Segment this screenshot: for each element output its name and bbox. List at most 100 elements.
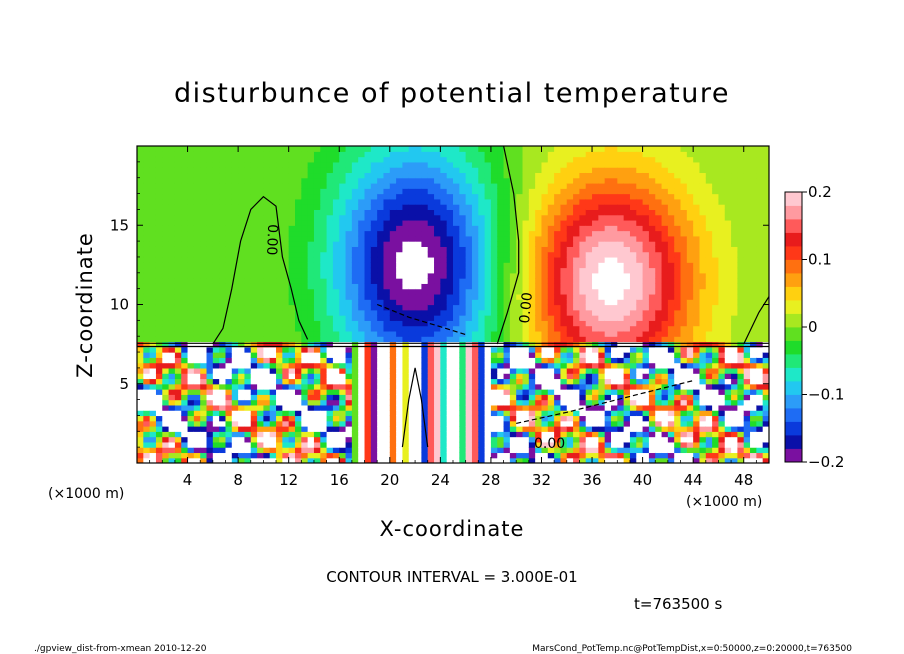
heatmap-cell bbox=[408, 394, 416, 401]
heatmap-cell bbox=[478, 177, 486, 184]
heatmap-cell bbox=[225, 362, 233, 369]
heatmap-cell bbox=[225, 378, 233, 385]
heatmap-cell bbox=[332, 161, 340, 168]
heatmap-cell bbox=[250, 447, 258, 454]
heatmap-cell bbox=[522, 426, 530, 432]
heatmap-cell bbox=[351, 230, 359, 237]
heatmap-cell bbox=[566, 357, 574, 364]
heatmap-cell bbox=[648, 214, 656, 221]
heatmap-cell bbox=[396, 293, 404, 300]
heatmap-cell bbox=[434, 330, 441, 337]
heatmap-cell bbox=[307, 219, 315, 226]
heatmap-cell bbox=[389, 436, 397, 443]
heatmap-cell bbox=[579, 420, 587, 427]
heatmap-cell bbox=[263, 389, 271, 395]
heatmap-cell bbox=[364, 177, 372, 184]
heatmap-cell bbox=[377, 283, 385, 290]
heatmap-cell bbox=[301, 452, 309, 459]
heatmap-cell bbox=[528, 389, 536, 395]
heatmap-cell bbox=[579, 357, 587, 364]
heatmap-cell bbox=[396, 436, 404, 443]
heatmap-cell bbox=[566, 415, 574, 422]
heatmap-cell bbox=[143, 146, 151, 152]
heatmap-cell bbox=[478, 209, 486, 216]
heatmap-cell bbox=[554, 404, 562, 411]
heatmap-cell bbox=[554, 230, 562, 237]
heatmap-cell bbox=[351, 251, 359, 258]
heatmap-cell bbox=[415, 256, 422, 263]
heatmap-cell bbox=[566, 167, 574, 174]
heatmap-cell bbox=[408, 267, 416, 274]
heatmap-cell bbox=[440, 410, 448, 417]
heatmap-cell bbox=[143, 367, 151, 374]
heatmap-cell bbox=[478, 378, 486, 385]
heatmap-cell bbox=[522, 167, 530, 174]
heatmap-cell bbox=[307, 389, 315, 395]
heatmap-cell bbox=[383, 167, 391, 174]
heatmap-cell bbox=[162, 193, 170, 200]
heatmap-cell bbox=[655, 272, 663, 279]
heatmap-cell bbox=[617, 383, 625, 390]
heatmap-cell bbox=[541, 304, 549, 311]
heatmap-cell bbox=[648, 325, 656, 332]
heatmap-cell bbox=[434, 256, 441, 263]
heatmap-cell bbox=[579, 161, 587, 168]
heatmap-cell bbox=[629, 225, 637, 232]
heatmap-cell bbox=[174, 267, 182, 274]
heatmap-cell bbox=[459, 404, 467, 411]
heatmap-cell bbox=[396, 378, 404, 385]
heatmap-cell bbox=[219, 320, 227, 327]
heatmap-cell bbox=[345, 362, 353, 369]
heatmap-cell bbox=[560, 330, 568, 337]
heatmap-cell bbox=[440, 156, 448, 163]
heatmap-cell bbox=[219, 146, 227, 152]
heatmap-cell bbox=[320, 293, 328, 300]
heatmap-cell bbox=[535, 457, 543, 463]
heatmap-cell bbox=[257, 198, 264, 205]
heatmap-cell bbox=[408, 230, 416, 237]
heatmap-cell bbox=[162, 256, 170, 263]
heatmap-cell bbox=[434, 209, 441, 216]
heatmap-cell bbox=[162, 373, 170, 380]
heatmap-cell bbox=[573, 146, 580, 152]
heatmap-cell bbox=[446, 151, 454, 158]
heatmap-cell bbox=[629, 362, 637, 369]
heatmap-cell bbox=[434, 399, 441, 406]
heatmap-cell bbox=[351, 246, 359, 253]
heatmap-cell bbox=[238, 320, 246, 327]
heatmap-cell bbox=[181, 436, 189, 443]
heatmap-cell bbox=[554, 251, 562, 258]
heatmap-cell bbox=[174, 336, 182, 343]
heatmap-cell bbox=[547, 394, 555, 401]
heatmap-cell bbox=[238, 182, 246, 189]
heatmap-cell bbox=[566, 452, 574, 459]
heatmap-cell bbox=[402, 230, 410, 237]
heatmap-cell bbox=[301, 431, 309, 438]
heatmap-cell bbox=[478, 161, 486, 168]
heatmap-cell bbox=[509, 394, 517, 401]
heatmap-cell bbox=[212, 262, 220, 269]
heatmap-cell bbox=[162, 230, 170, 237]
heatmap-cell bbox=[320, 262, 328, 269]
heatmap-cell bbox=[155, 267, 163, 274]
heatmap-cell bbox=[358, 320, 366, 327]
heatmap-cell bbox=[313, 320, 321, 327]
heatmap-cell bbox=[528, 193, 536, 200]
heatmap-cell bbox=[155, 436, 163, 443]
heatmap-cell bbox=[396, 309, 404, 316]
heatmap-cell bbox=[440, 389, 448, 395]
heatmap-cell bbox=[535, 452, 543, 459]
heatmap-cell bbox=[484, 151, 492, 158]
heatmap-cell bbox=[459, 146, 467, 152]
heatmap-cell bbox=[440, 288, 448, 295]
heatmap-cell bbox=[535, 346, 543, 353]
heatmap-cell bbox=[427, 357, 435, 364]
heatmap-cell bbox=[269, 198, 277, 205]
heatmap-cell bbox=[396, 246, 404, 253]
heatmap-cell bbox=[427, 325, 435, 332]
heatmap-cell bbox=[509, 214, 517, 221]
heatmap-cell bbox=[383, 330, 391, 337]
heatmap-cell bbox=[231, 161, 239, 168]
heatmap-cell bbox=[200, 341, 208, 348]
heatmap-cell bbox=[288, 399, 296, 406]
